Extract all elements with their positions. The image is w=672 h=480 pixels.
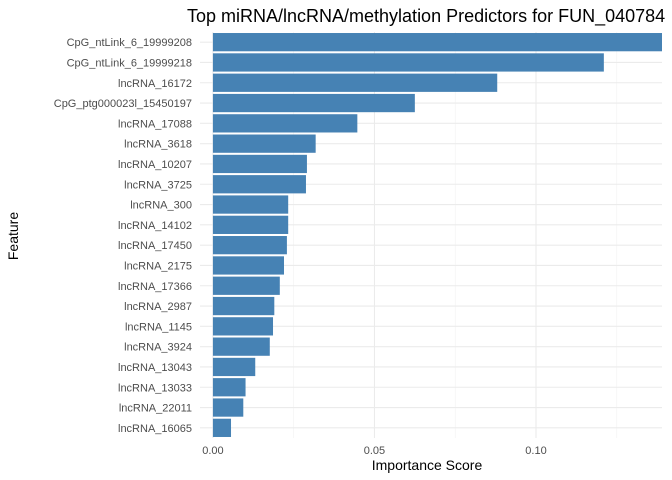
bar bbox=[212, 154, 307, 174]
bar bbox=[212, 296, 275, 316]
y-tick-label: lncRNA_13033 bbox=[118, 382, 192, 394]
y-tick-label: lncRNA_22011 bbox=[119, 403, 192, 415]
y-axis-label: Feature bbox=[5, 212, 21, 260]
y-tick-label: CpG_ntLink_6_19999218 bbox=[67, 57, 192, 69]
bar bbox=[212, 73, 498, 92]
y-tick-label: lncRNA_10207 bbox=[118, 159, 192, 171]
x-axis-label: Importance Score bbox=[372, 457, 483, 473]
bar bbox=[212, 317, 274, 336]
y-tick-label: lncRNA_2987 bbox=[124, 301, 192, 313]
x-tick-label: 0.10 bbox=[525, 445, 546, 457]
y-tick-label: lncRNA_3924 bbox=[124, 342, 192, 354]
y-tick-label: lncRNA_17450 bbox=[118, 240, 192, 252]
y-tick-label: lncRNA_16065 bbox=[118, 423, 192, 435]
bar bbox=[212, 337, 270, 356]
bar bbox=[212, 418, 232, 437]
bar bbox=[212, 398, 244, 417]
bar bbox=[212, 378, 246, 397]
y-tick-label: lncRNA_14102 bbox=[118, 220, 192, 232]
bar bbox=[212, 236, 287, 255]
x-tick-labels: 0.00 0.05 0.10 bbox=[202, 445, 546, 457]
bar bbox=[212, 195, 289, 214]
bar bbox=[212, 357, 256, 377]
bar bbox=[212, 256, 284, 275]
x-tick-label: 0.00 bbox=[202, 445, 223, 457]
y-tick-label: lncRNA_17366 bbox=[118, 281, 192, 293]
bar bbox=[212, 93, 415, 113]
bar bbox=[212, 215, 289, 234]
y-tick-label: lncRNA_300 bbox=[130, 200, 192, 212]
bar bbox=[212, 134, 316, 153]
grid-lines bbox=[200, 32, 662, 438]
bar bbox=[212, 53, 604, 72]
y-tick-label: lncRNA_17088 bbox=[118, 118, 192, 130]
y-tick-label: CpG_ntLink_6_19999208 bbox=[67, 37, 192, 49]
y-tick-label: lncRNA_1145 bbox=[125, 321, 192, 333]
y-tick-label: lncRNA_16172 bbox=[118, 78, 192, 90]
bars bbox=[212, 33, 662, 437]
x-tick-label: 0.05 bbox=[364, 445, 385, 457]
y-tick-label: CpG_ptg000023l_15450197 bbox=[54, 98, 192, 110]
y-tick-label: lncRNA_13043 bbox=[118, 362, 192, 374]
bar bbox=[212, 33, 662, 52]
bar bbox=[212, 114, 358, 133]
y-tick-label: lncRNA_2175 bbox=[124, 260, 192, 272]
chart-title: Top miRNA/lncRNA/methylation Predictors … bbox=[187, 6, 665, 27]
y-tick-labels: CpG_ntLink_6_19999208 CpG_ntLink_6_199992… bbox=[54, 37, 192, 435]
bar bbox=[212, 276, 280, 295]
y-tick-label: lncRNA_3725 bbox=[124, 179, 192, 191]
y-tick-label: lncRNA_3618 bbox=[124, 139, 192, 151]
bar bbox=[212, 175, 306, 194]
